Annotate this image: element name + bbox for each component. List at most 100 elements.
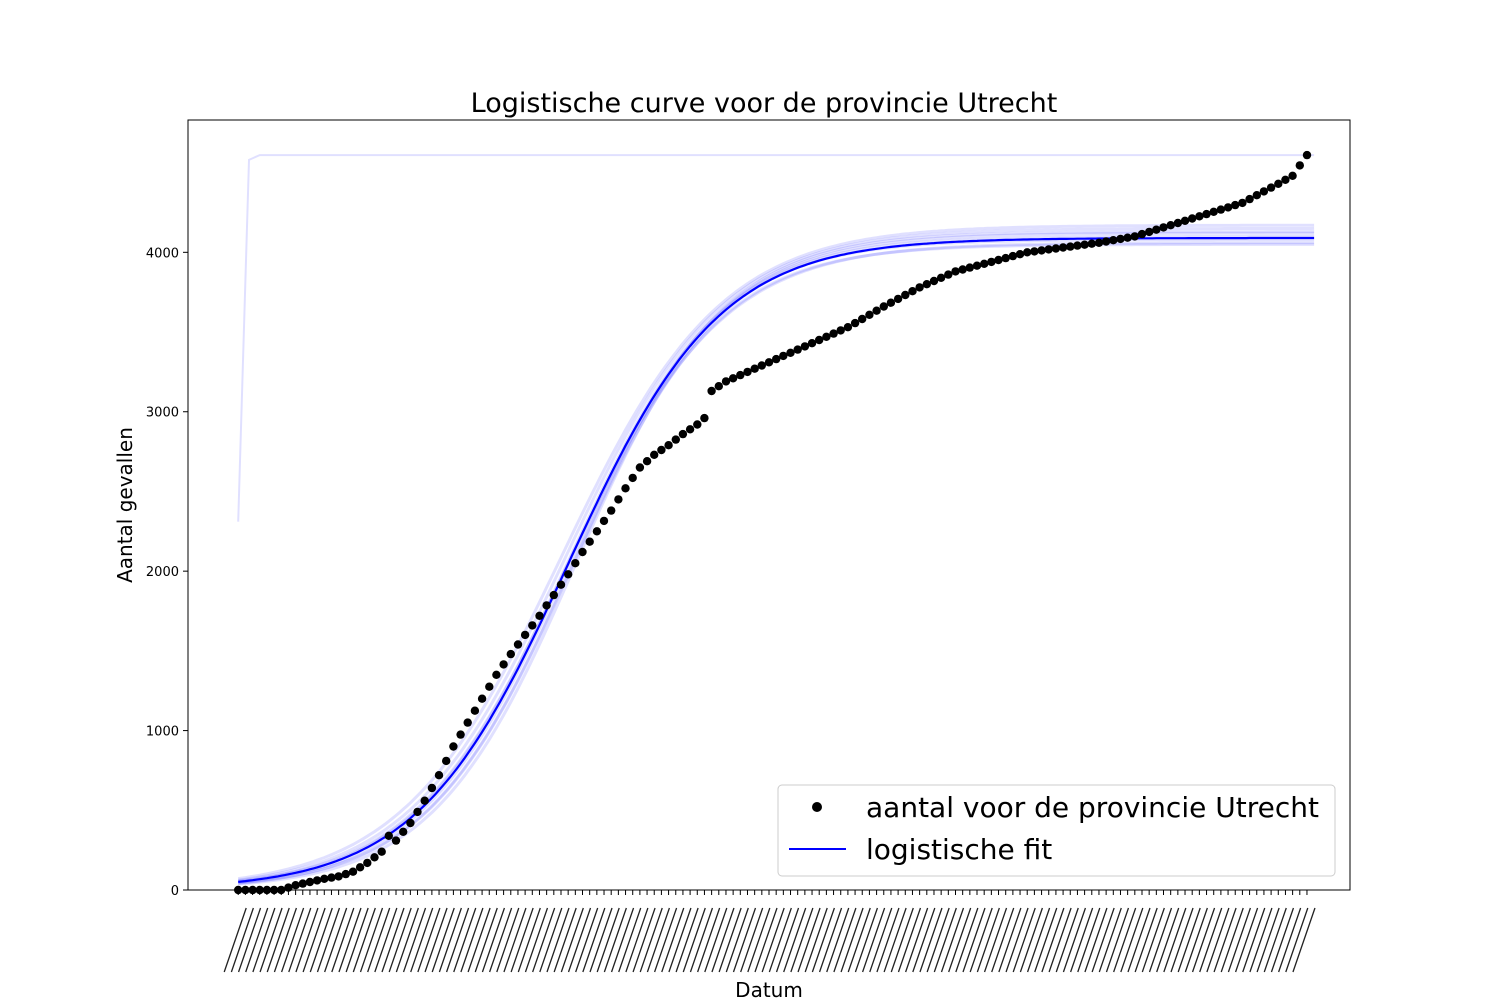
data-point — [786, 348, 795, 357]
x-tick-label — [1163, 907, 1187, 973]
x-tick-label — [1278, 907, 1302, 973]
x-tick-label — [1148, 907, 1173, 973]
x-tick-label — [1026, 907, 1051, 973]
x-tick-label — [402, 907, 427, 973]
data-point — [1116, 234, 1125, 244]
data-point — [1015, 250, 1025, 259]
x-tick-label — [1048, 907, 1072, 973]
x-tick-label — [1019, 907, 1044, 973]
data-point — [1173, 218, 1183, 228]
data-point — [427, 783, 437, 793]
data-point — [621, 484, 630, 493]
data-point — [513, 640, 523, 649]
x-tick-label — [811, 907, 835, 973]
data-point — [807, 339, 817, 348]
data-point — [865, 310, 874, 319]
data-point — [571, 559, 580, 568]
x-tick-label — [1191, 907, 1216, 973]
data-point — [449, 742, 458, 751]
data-point — [922, 280, 931, 289]
fit-band-curve — [237, 226, 1315, 882]
data-point — [1288, 171, 1297, 180]
data-point — [1109, 236, 1118, 245]
x-tick-label — [524, 907, 549, 973]
data-point — [1130, 232, 1140, 241]
x-tick-label — [237, 907, 262, 973]
x-tick-label — [517, 907, 541, 973]
x-tick-label — [338, 907, 362, 973]
data-point — [535, 611, 544, 620]
data-point — [1051, 244, 1061, 253]
x-tick-label — [847, 907, 871, 973]
x-tick-label — [826, 907, 850, 973]
data-point — [499, 660, 508, 669]
x-tick-label — [725, 907, 749, 973]
x-tick-label — [453, 907, 477, 973]
data-point — [793, 345, 802, 354]
x-axis-label: Datum — [735, 978, 803, 1000]
x-tick-label — [991, 907, 1015, 973]
data-point — [305, 877, 315, 887]
x-tick-label — [919, 907, 943, 973]
x-tick-label — [1005, 907, 1029, 973]
x-tick-label — [775, 907, 800, 973]
fit-band-curve — [238, 242, 1315, 885]
fit-band-curve — [238, 230, 1315, 885]
data-point — [592, 527, 602, 536]
data-point — [1001, 253, 1010, 263]
data-point — [327, 873, 336, 882]
x-tick-label — [1227, 907, 1252, 973]
x-tick-label — [230, 907, 254, 973]
x-tick-label — [467, 907, 491, 973]
data-point — [800, 342, 810, 351]
x-tick-label — [933, 907, 957, 973]
data-point — [872, 306, 881, 315]
data-point — [442, 756, 451, 766]
data-point — [951, 267, 960, 276]
x-tick-label — [818, 907, 843, 973]
x-tick-label — [295, 907, 319, 973]
x-tick-label — [1184, 907, 1208, 973]
data-point — [1266, 183, 1276, 192]
x-tick-label — [1285, 907, 1309, 973]
data-point — [470, 706, 480, 715]
x-tick-label — [718, 907, 742, 973]
data-point — [1188, 214, 1197, 223]
x-tick-label — [381, 907, 405, 973]
legend-label-fit: logistische fit — [866, 833, 1052, 866]
data-point — [850, 318, 860, 328]
data-point — [1145, 227, 1154, 237]
data-point — [599, 516, 609, 526]
data-point — [779, 351, 788, 361]
data-point — [1252, 191, 1262, 200]
x-tick-label — [1170, 907, 1194, 973]
x-tick-label — [288, 907, 312, 973]
x-tick-label — [653, 907, 678, 973]
data-point — [492, 670, 501, 679]
x-tick-label — [273, 907, 298, 973]
x-tick-label — [223, 907, 247, 973]
y-tick-label: 4000 — [146, 246, 179, 261]
data-point — [1094, 238, 1104, 247]
x-tick-label — [280, 907, 305, 973]
x-tick-label — [646, 907, 671, 973]
data-point — [585, 537, 594, 546]
x-tick-label — [969, 907, 993, 973]
data-point — [843, 323, 853, 332]
data-point — [384, 831, 393, 840]
x-tick-label — [1177, 907, 1201, 973]
x-tick-label — [854, 907, 879, 973]
data-point — [657, 445, 666, 455]
x-tick-label — [589, 907, 613, 973]
data-point — [707, 386, 716, 396]
x-tick-label — [1127, 907, 1151, 973]
x-tick-label — [503, 907, 527, 973]
x-tick-label — [417, 907, 441, 973]
data-point — [980, 259, 989, 268]
data-point — [1037, 246, 1046, 255]
data-point — [671, 435, 680, 444]
data-point — [1087, 239, 1097, 248]
data-point — [743, 367, 752, 377]
x-tick-label — [768, 907, 792, 973]
data-point — [298, 879, 307, 888]
